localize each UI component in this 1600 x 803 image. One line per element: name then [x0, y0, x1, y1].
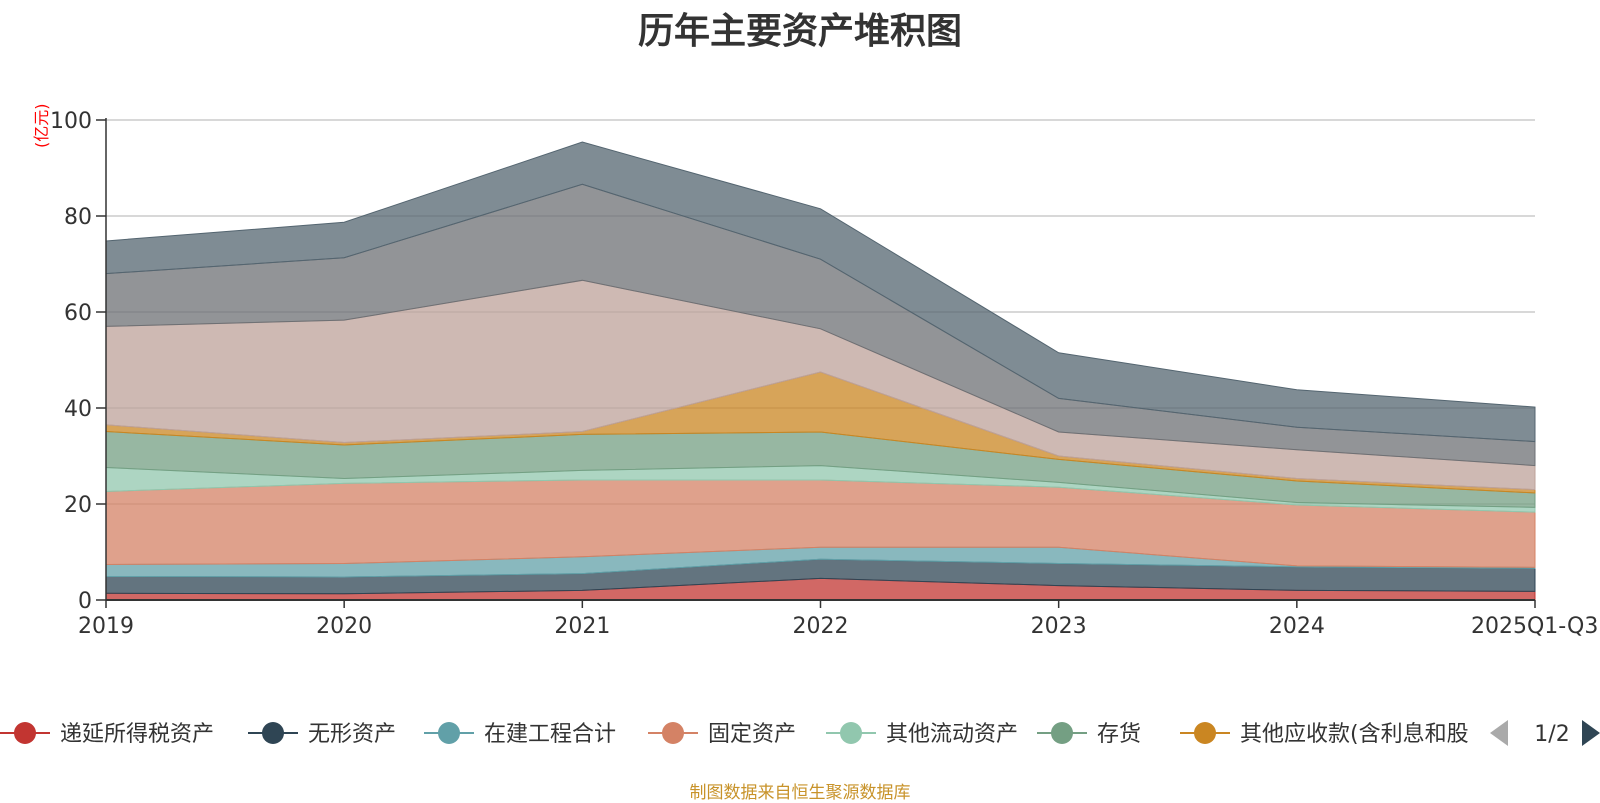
area-10 — [105, 141, 1536, 443]
legend-prev-arrow-icon[interactable] — [1490, 720, 1508, 746]
legend-label: 其他应收款(含利息和股 — [1240, 722, 1469, 747]
legend-marker — [262, 722, 284, 744]
legend-label: 无形资产 — [308, 722, 396, 747]
x-tick-label: 2024 — [1269, 614, 1325, 639]
legend-item: 在建工程合计 — [424, 722, 616, 747]
legend-marker — [1194, 722, 1216, 744]
legend-label: 其他流动资产 — [886, 722, 1018, 747]
y-tick-label: 40 — [64, 397, 92, 422]
x-tick-label: 2022 — [793, 614, 849, 639]
y-tick-label: 100 — [50, 109, 92, 134]
x-tick-label: 2020 — [316, 614, 372, 639]
legend-item: 固定资产 — [648, 722, 796, 747]
x-tick-label: 2019 — [78, 614, 134, 639]
legend-item: 无形资产 — [248, 722, 396, 747]
chart-title: 历年主要资产堆积图 — [637, 11, 962, 52]
x-tick-label: 2021 — [554, 614, 610, 639]
legend-label: 存货 — [1097, 722, 1141, 747]
legend-item: 递延所得税资产 — [0, 722, 214, 747]
legend-layer: 递延所得税资产 无形资产 在建工程合计 固定资产 其他流动资产 存货 其他应收款(含利息和股… — [0, 710, 1600, 760]
x-tick-label: 2025Q1-Q3 — [1471, 614, 1598, 639]
legend-marker — [438, 722, 460, 744]
area-layer — [105, 141, 1536, 601]
y-tick-label: 0 — [78, 589, 92, 614]
legend-next-arrow-icon[interactable] — [1582, 720, 1600, 746]
legend-label: 在建工程合计 — [484, 722, 616, 747]
legend-item: 其他应收款(含利息和股 — [1180, 722, 1469, 747]
axis-layer: 0 20 40 60 80 100 2019 2020 2021 2022 2023 2024 2025… — [50, 109, 1598, 639]
y-tick-label: 80 — [64, 205, 92, 230]
legend-item: 存货 — [1037, 722, 1141, 747]
legend-label: 固定资产 — [708, 722, 796, 747]
legend-marker — [662, 722, 684, 744]
legend-marker — [14, 722, 36, 744]
legend-marker — [840, 722, 862, 744]
legend-item: 其他流动资产 — [826, 722, 1018, 747]
legend-marker — [1051, 722, 1073, 744]
legend-page-indicator: 1/2 — [1534, 722, 1569, 747]
y-tick-label: 60 — [64, 301, 92, 326]
legend-label: 递延所得税资产 — [60, 722, 214, 747]
y-tick-label: 20 — [64, 493, 92, 518]
source-note: 制图数据来自恒生聚源数据库 — [689, 783, 911, 803]
x-tick-label: 2023 — [1031, 614, 1087, 639]
